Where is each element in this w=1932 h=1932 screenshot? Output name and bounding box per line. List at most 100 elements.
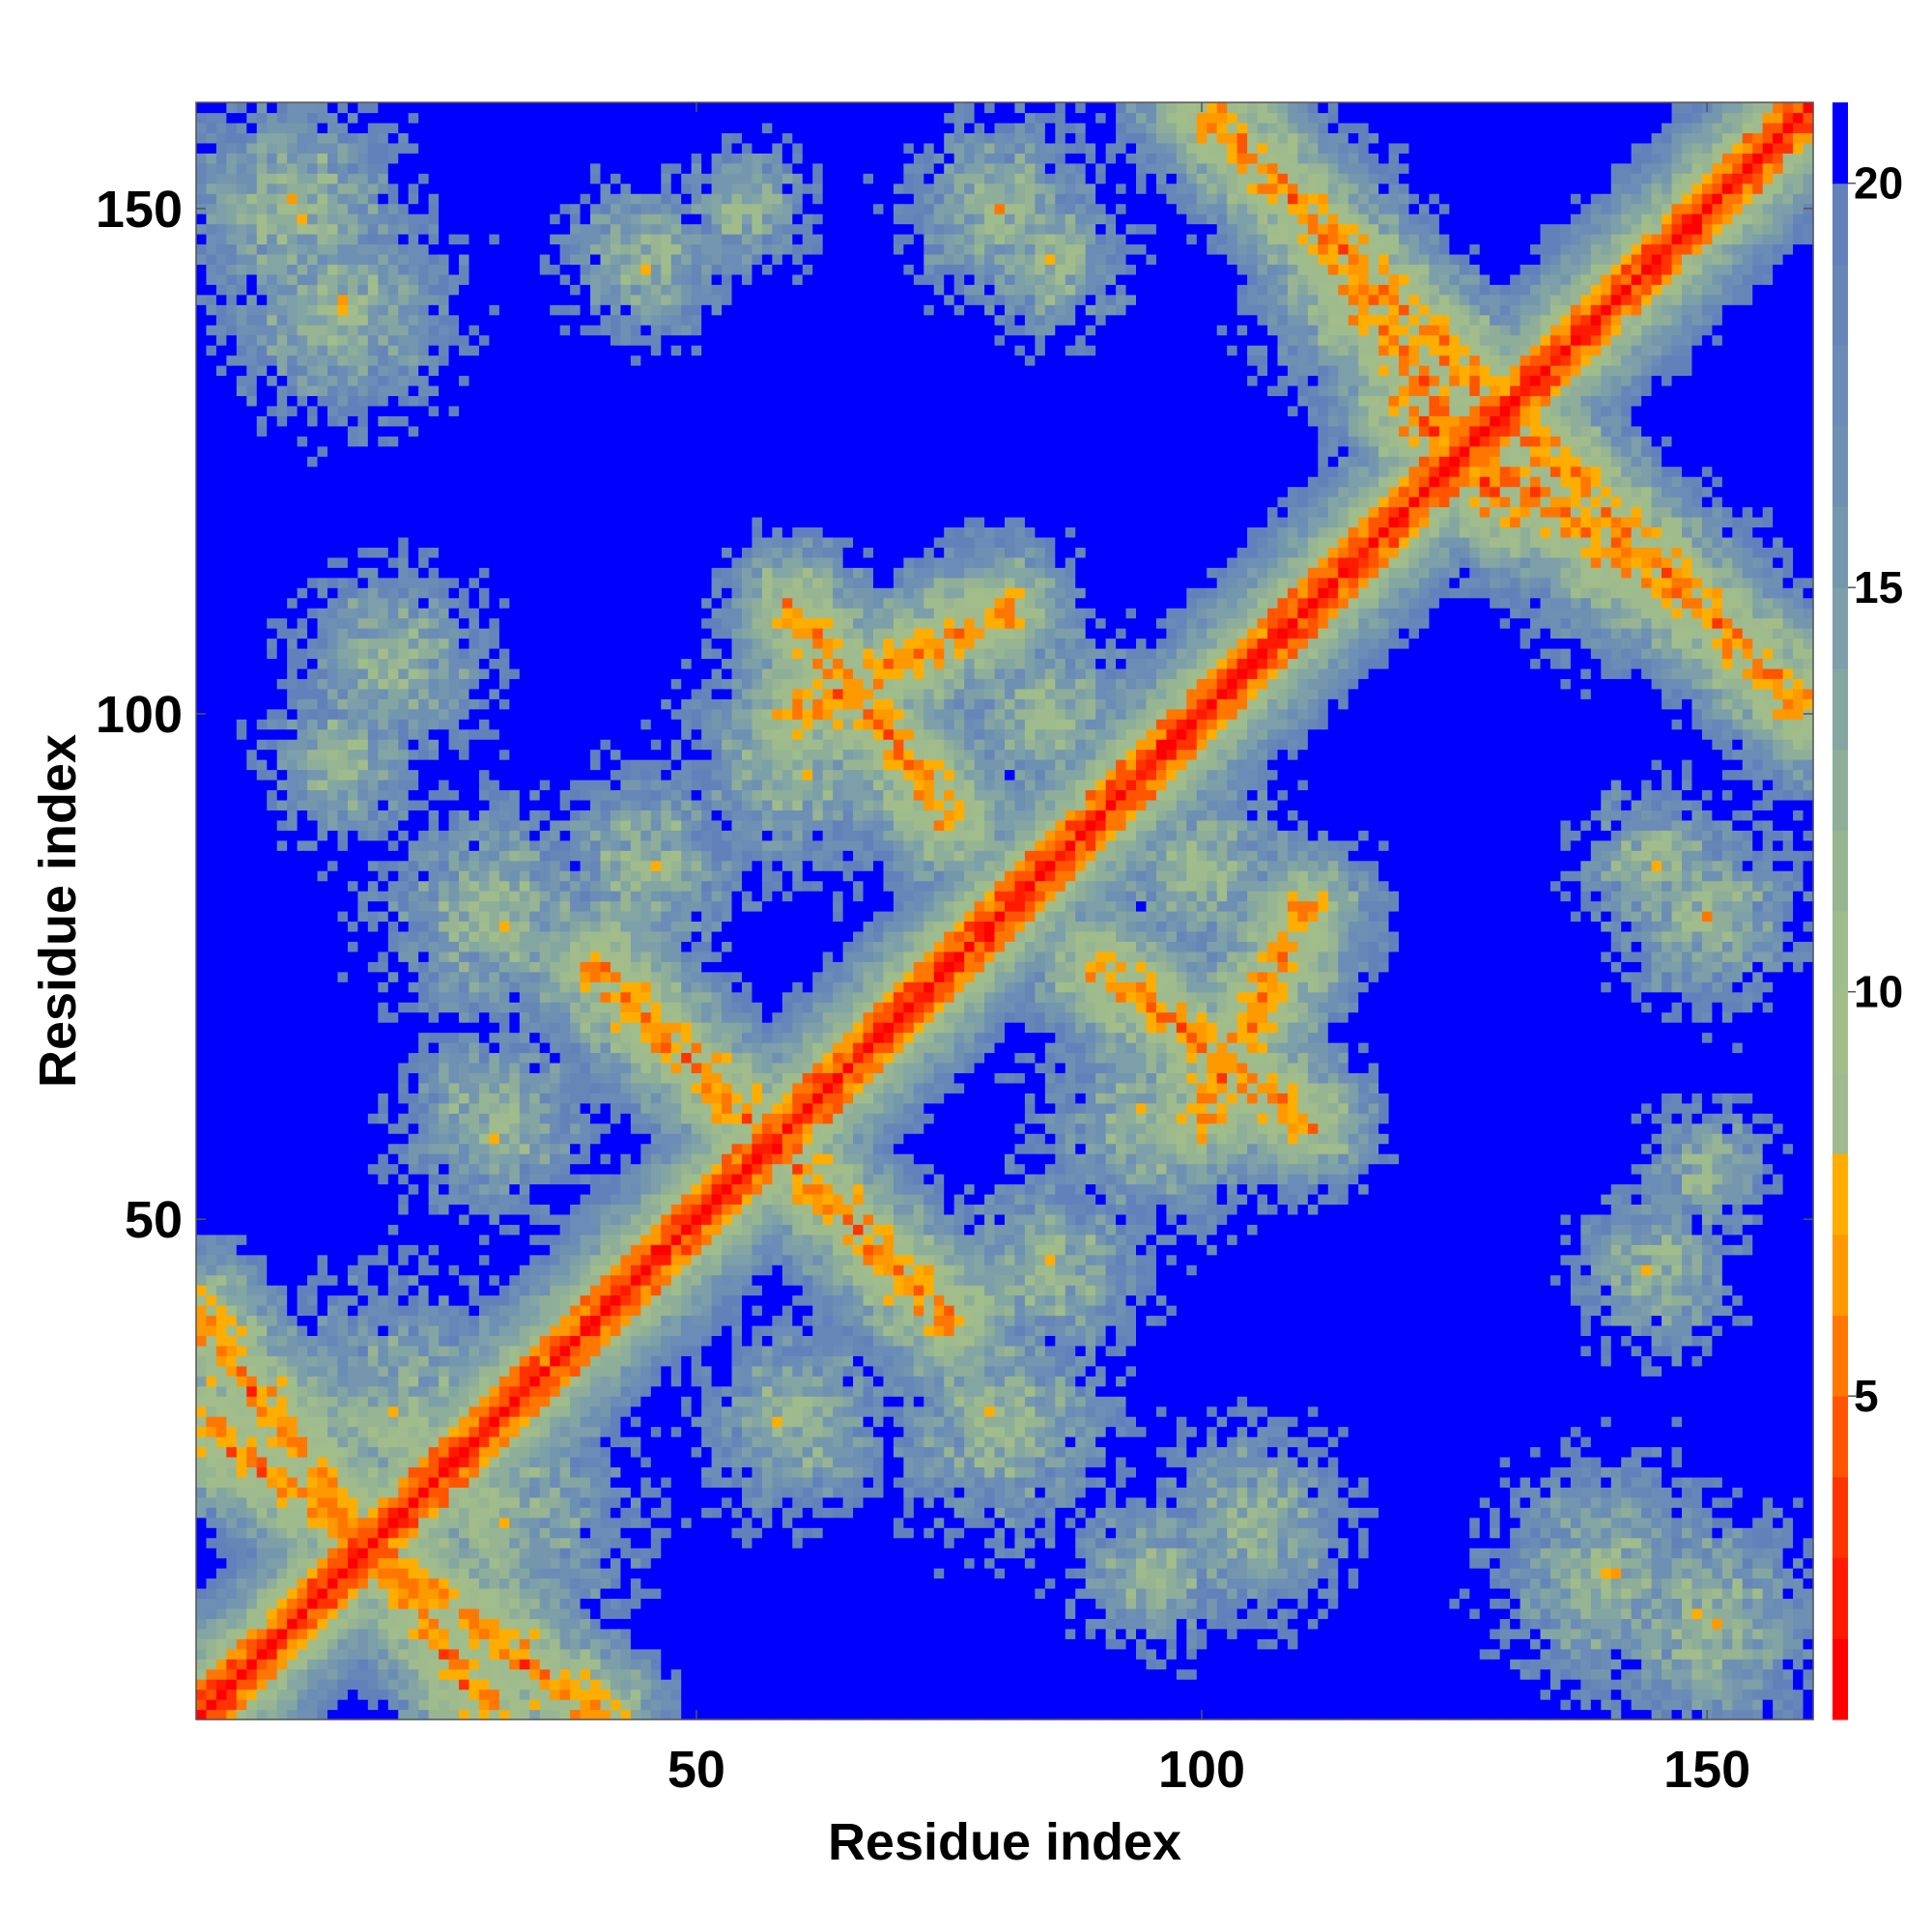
heatmap-cell (196, 1548, 207, 1558)
heatmap-cell (246, 1447, 257, 1458)
heatmap-cell (226, 628, 237, 639)
heatmap-cell (298, 1518, 308, 1528)
heatmap-cell (287, 789, 298, 800)
heatmap-cell (216, 830, 227, 840)
heatmap-cell (267, 1447, 277, 1458)
heatmap-cell (206, 476, 216, 487)
heatmap-cell (287, 587, 298, 598)
heatmap-cell (246, 1578, 257, 1589)
heatmap-cell (237, 1325, 247, 1336)
heatmap-cell (206, 315, 216, 326)
heatmap-cell (298, 1386, 308, 1397)
heatmap-cell (216, 1295, 227, 1306)
heatmap-cell (246, 840, 257, 851)
heatmap-cell (237, 456, 247, 467)
heatmap-cell (277, 1355, 288, 1366)
heatmap-cell (216, 1042, 227, 1053)
heatmap-cell (287, 295, 298, 305)
heatmap-cell (226, 1072, 237, 1083)
heatmap-cell (277, 1113, 288, 1123)
heatmap-cell (237, 780, 247, 790)
heatmap-cell (237, 112, 247, 123)
heatmap-cell (277, 517, 288, 527)
heatmap-cell (267, 243, 277, 254)
heatmap-cell (206, 648, 216, 659)
heatmap-cell (196, 639, 207, 649)
heatmap-cell (246, 941, 257, 952)
heatmap-cell (257, 598, 268, 609)
heatmap-cell (277, 1285, 288, 1295)
heatmap-cell (206, 881, 216, 892)
heatmap-cell (246, 1427, 257, 1437)
heatmap-cell (206, 759, 216, 770)
heatmap-cell (257, 921, 268, 931)
heatmap-cell (246, 578, 257, 588)
heatmap-cell (298, 789, 308, 800)
heatmap-cell (298, 1316, 308, 1326)
heatmap-cell (226, 1406, 237, 1417)
heatmap-cell (206, 224, 216, 235)
heatmap-cell (287, 1113, 298, 1123)
heatmap-cell (216, 1144, 227, 1154)
heatmap-cell (257, 184, 268, 194)
heatmap-cell (298, 658, 308, 668)
heatmap-cell (216, 355, 227, 366)
heatmap-cell (298, 628, 308, 639)
heatmap-cell (298, 1558, 308, 1569)
heatmap-cell (257, 800, 268, 810)
heatmap-cell (246, 1679, 257, 1690)
heatmap-cell (287, 132, 298, 143)
heatmap-cell (216, 487, 227, 497)
heatmap-cell (216, 304, 227, 315)
heatmap-cell (267, 184, 277, 194)
heatmap-cell (196, 1416, 207, 1427)
heatmap-cell (237, 1457, 247, 1467)
heatmap-cell (196, 446, 207, 457)
heatmap-cell (226, 193, 237, 204)
heatmap-cell (298, 243, 308, 254)
heatmap-cell (196, 931, 207, 942)
heatmap-cell (246, 1103, 257, 1114)
heatmap-cell (257, 436, 268, 446)
heatmap-cell (257, 1497, 268, 1508)
heatmap-cell (267, 1416, 277, 1427)
heatmap-cell (246, 1204, 257, 1214)
heatmap-cell (267, 587, 277, 598)
heatmap-cell (226, 972, 237, 982)
heatmap-cell (257, 628, 268, 639)
heatmap-cell (196, 1690, 207, 1700)
heatmap-cell (257, 1466, 268, 1477)
heatmap-cell (237, 1264, 247, 1275)
heatmap-cell (246, 456, 257, 467)
heatmap-cell (206, 1558, 216, 1569)
heatmap-cell (267, 1669, 277, 1680)
heatmap-cell (287, 375, 298, 385)
heatmap-cell (277, 143, 288, 154)
heatmap-cell (216, 1183, 227, 1194)
heatmap-cell (287, 850, 298, 861)
heatmap-cell (277, 446, 288, 457)
heatmap-cell (267, 467, 277, 477)
heatmap-cell (277, 789, 288, 800)
heatmap-cell (246, 1416, 257, 1427)
heatmap-cell (257, 1325, 268, 1336)
heatmap-cell (206, 658, 216, 668)
heatmap-cell (226, 224, 237, 235)
heatmap-cell (277, 1072, 288, 1083)
heatmap-cell (196, 476, 207, 487)
heatmap-cell (298, 1255, 308, 1265)
heatmap-cell (246, 1042, 257, 1053)
heatmap-cell (287, 719, 298, 729)
heatmap-cell (206, 750, 216, 760)
heatmap-cell (196, 1083, 207, 1094)
heatmap-cell (287, 112, 298, 123)
heatmap-cell (226, 870, 237, 881)
heatmap-cell (257, 1649, 268, 1660)
heatmap-cell (287, 1406, 298, 1417)
heatmap-cell (277, 1366, 288, 1377)
heatmap-cell (298, 1346, 308, 1356)
heatmap-cell (298, 1174, 308, 1184)
heatmap-cell (196, 526, 207, 537)
heatmap-cell (277, 1518, 288, 1528)
heatmap-cell (196, 1144, 207, 1154)
